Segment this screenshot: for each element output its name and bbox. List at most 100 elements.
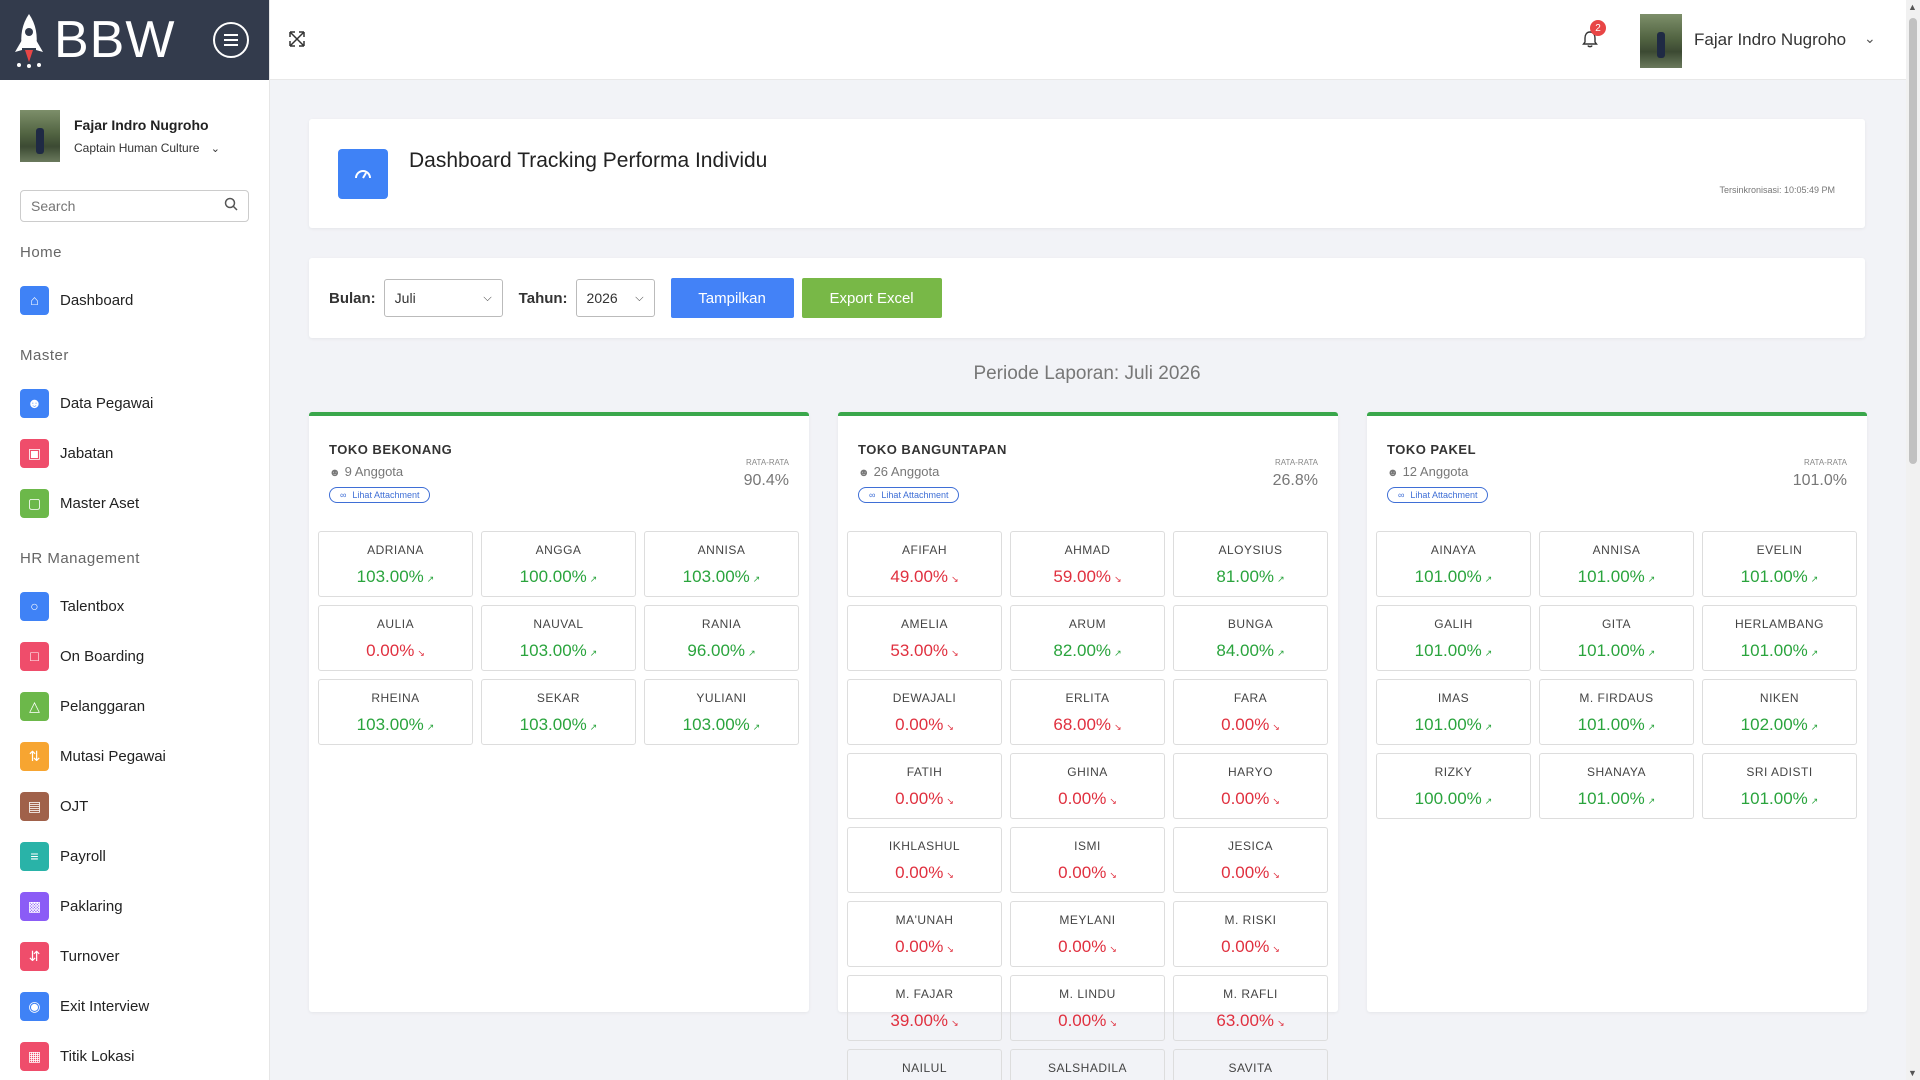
member-cell[interactable]: M. FIRDAUS 101.00% ↗: [1539, 679, 1694, 745]
member-cell[interactable]: RANIA 96.00% ↗: [644, 605, 799, 671]
sidebar-item-label: Pelanggaran: [60, 697, 146, 715]
lihat-attachment-button[interactable]: ∞ Lihat Attachment: [858, 487, 960, 503]
member-cell[interactable]: M. FAJAR 39.00% ↘: [847, 975, 1002, 1041]
member-cell[interactable]: ANNISA 103.00% ↗: [644, 531, 799, 597]
member-cell[interactable]: EVELIN 101.00% ↗: [1702, 531, 1857, 597]
sidebar-item-paklaring[interactable]: ▩ Paklaring: [0, 881, 269, 931]
member-cell[interactable]: GHINA 0.00% ↘: [1010, 753, 1165, 819]
member-cell[interactable]: AMELIA 53.00% ↘: [847, 605, 1002, 671]
search-input[interactable]: [31, 198, 201, 214]
sidebar-item-pelanggaran[interactable]: △ Pelanggaran: [0, 681, 269, 731]
profile-role[interactable]: Captain Human Culture ⌄: [74, 141, 220, 155]
member-cell[interactable]: ERLITA 68.00% ↘: [1010, 679, 1165, 745]
member-cell[interactable]: NAUVAL 103.00% ↗: [481, 605, 636, 671]
menu-toggle-icon[interactable]: [213, 22, 249, 58]
member-cell[interactable]: DEWAJALI 0.00% ↘: [847, 679, 1002, 745]
bulan-select[interactable]: Juli ⌵: [383, 279, 503, 317]
sidebar-item-talentbox[interactable]: ○ Talentbox: [0, 581, 269, 631]
member-score: 0.00% ↘: [1011, 789, 1164, 809]
sidebar-item-exit-interview[interactable]: ◉ Exit Interview: [0, 981, 269, 1031]
member-cell[interactable]: FATIH 0.00% ↘: [847, 753, 1002, 819]
member-score-value: 68.00%: [1053, 715, 1112, 734]
sidebar-item-payroll[interactable]: ≡ Payroll: [0, 831, 269, 881]
member-cell[interactable]: M. LINDU 0.00% ↘: [1010, 975, 1165, 1041]
member-cell[interactable]: AHMAD 59.00% ↘: [1010, 531, 1165, 597]
brand-bar: BBW: [0, 0, 269, 80]
user-menu-name[interactable]: Fajar Indro Nugroho: [1694, 30, 1847, 49]
sidebar-item-master-aset[interactable]: ▢ Master Aset: [0, 478, 269, 528]
member-cell[interactable]: SAVITA: [1173, 1049, 1328, 1080]
store-card: TOKO BEKONANG ☻ 9 Anggota ∞ Lihat Attachment…: [309, 412, 809, 1012]
member-cell[interactable]: JESICA 0.00% ↘: [1173, 827, 1328, 893]
store-name: TOKO BEKONANG: [329, 442, 453, 457]
trend-down-icon: ↘: [946, 722, 954, 732]
member-count-text: 26 Anggota: [873, 464, 940, 479]
member-cell[interactable]: ANNISA 101.00% ↗: [1539, 531, 1694, 597]
export-excel-button[interactable]: Export Excel: [801, 278, 942, 318]
sidebar-item-data-pegawai[interactable]: ☻ Data Pegawai: [0, 378, 269, 428]
member-cell[interactable]: IMAS 101.00% ↗: [1376, 679, 1531, 745]
member-cell[interactable]: ADRIANA 103.00% ↗: [318, 531, 473, 597]
sidebar-item-titik-lokasi[interactable]: ▦ Titik Lokasi: [0, 1031, 269, 1080]
fullscreen-icon[interactable]: [288, 28, 306, 54]
member-cell[interactable]: ALOYSIUS 81.00% ↗: [1173, 531, 1328, 597]
member-cell[interactable]: NIKEN 102.00% ↗: [1702, 679, 1857, 745]
member-cell[interactable]: MEYLANI 0.00% ↘: [1010, 901, 1165, 967]
tampilkan-button[interactable]: Tampilkan: [670, 278, 794, 318]
member-score: 84.00% ↗: [1174, 641, 1327, 661]
member-score-value: 103.00%: [519, 641, 587, 660]
member-cell[interactable]: AINAYA 101.00% ↗: [1376, 531, 1531, 597]
member-cell[interactable]: SHANAYA 101.00% ↗: [1539, 753, 1694, 819]
avatar[interactable]: [1640, 14, 1682, 68]
tahun-select[interactable]: 2026 ⌵: [575, 279, 655, 317]
member-cell[interactable]: ANGGA 100.00% ↗: [481, 531, 636, 597]
member-cell[interactable]: IKHLASHUL 0.00% ↘: [847, 827, 1002, 893]
member-cell[interactable]: GITA 101.00% ↗: [1539, 605, 1694, 671]
member-name: SHANAYA: [1586, 765, 1647, 779]
member-cell[interactable]: RIZKY 100.00% ↗: [1376, 753, 1531, 819]
member-cell[interactable]: FARA 0.00% ↘: [1173, 679, 1328, 745]
sidebar-item-label: Dashboard: [60, 291, 134, 309]
sidebar-item-on-boarding[interactable]: □ On Boarding: [0, 631, 269, 681]
sidebar-profile[interactable]: Fajar Indro Nugroho Captain Human Cultur…: [0, 80, 269, 182]
member-cell[interactable]: HERLAMBANG 101.00% ↗: [1702, 605, 1857, 671]
member-name: ARUM: [1068, 617, 1107, 631]
member-cell[interactable]: BUNGA 84.00% ↗: [1173, 605, 1328, 671]
member-cell[interactable]: M. RAFLI 63.00% ↘: [1173, 975, 1328, 1041]
sidebar-item-mutasi-pegawai[interactable]: ⇅ Mutasi Pegawai: [0, 731, 269, 781]
lihat-attachment-button[interactable]: ∞ Lihat Attachment: [329, 487, 431, 503]
sidebar-item-jabatan[interactable]: ▣ Jabatan: [0, 428, 269, 478]
member-cell[interactable]: ARUM 82.00% ↗: [1010, 605, 1165, 671]
sidebar-item-dashboard[interactable]: ⌂ Dashboard: [0, 275, 269, 325]
member-cell[interactable]: SEKAR 103.00% ↗: [481, 679, 636, 745]
member-name: MA'UNAH: [895, 913, 954, 927]
member-cell[interactable]: MA'UNAH 0.00% ↘: [847, 901, 1002, 967]
member-cell[interactable]: YULIANI 103.00% ↗: [644, 679, 799, 745]
scroll-up-icon[interactable]: ▲: [1908, 2, 1917, 12]
scrollbar-thumb[interactable]: [1909, 18, 1917, 464]
member-score: 103.00% ↗: [319, 567, 472, 587]
sidebar-item-ojt[interactable]: ▤ OJT: [0, 781, 269, 831]
lihat-attachment-button[interactable]: ∞ Lihat Attachment: [1387, 487, 1489, 503]
member-cell[interactable]: ISMI 0.00% ↘: [1010, 827, 1165, 893]
member-cell[interactable]: SALSHADILA: [1010, 1049, 1165, 1080]
rocket-logo-icon[interactable]: [10, 10, 48, 70]
member-cell[interactable]: AFIFAH 49.00% ↘: [847, 531, 1002, 597]
sidebar-item-turnover[interactable]: ⇵ Turnover: [0, 931, 269, 981]
search-icon[interactable]: [224, 197, 238, 216]
member-name: MEYLANI: [1059, 913, 1116, 927]
brand-name[interactable]: BBW: [54, 11, 176, 69]
member-cell[interactable]: NAILUL: [847, 1049, 1002, 1080]
member-cell[interactable]: GALIH 101.00% ↗: [1376, 605, 1531, 671]
scrollbar[interactable]: ▲ ▼: [1906, 0, 1920, 1080]
trend-up-icon: ↗: [1484, 648, 1493, 658]
member-cell[interactable]: M. RISKI 0.00% ↘: [1173, 901, 1328, 967]
scroll-down-icon[interactable]: ▼: [1908, 1068, 1917, 1078]
member-cell[interactable]: HARYO 0.00% ↘: [1173, 753, 1328, 819]
chevron-down-icon[interactable]: ⌄: [1864, 30, 1876, 46]
member-score-value: 101.00%: [1577, 789, 1645, 808]
member-cell[interactable]: SRI ADISTI 101.00% ↗: [1702, 753, 1857, 819]
member-cell[interactable]: AULIA 0.00% ↘: [318, 605, 473, 671]
clipboard-icon: □: [20, 641, 49, 671]
member-cell[interactable]: RHEINA 103.00% ↗: [318, 679, 473, 745]
